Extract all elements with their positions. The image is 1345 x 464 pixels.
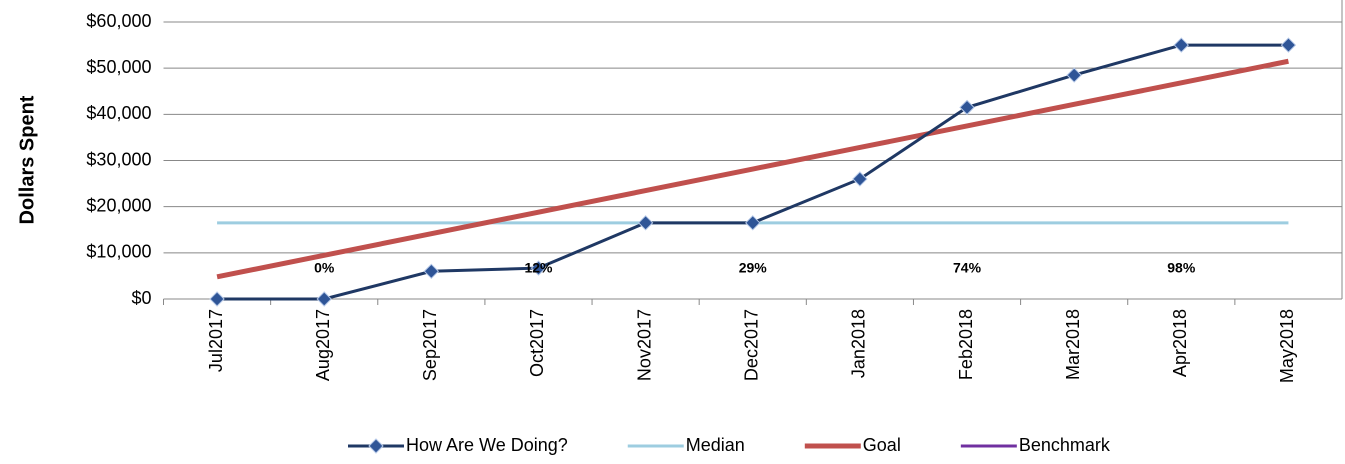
x-tick-label: Nov2017 <box>634 309 654 381</box>
marker <box>209 291 225 307</box>
marker <box>745 215 761 231</box>
x-tick-label: Aug2017 <box>313 309 333 381</box>
x-tick-label: Mar2018 <box>1063 309 1083 380</box>
legend-label: Median <box>686 435 745 455</box>
x-tick-label: Sep2017 <box>420 309 440 381</box>
y-tick-label: $20,000 <box>86 195 151 215</box>
marker <box>1280 37 1297 53</box>
legend-label: Benchmark <box>1019 435 1111 455</box>
series-line <box>216 58 1289 280</box>
x-tick-label: May2018 <box>1277 309 1297 383</box>
y-tick-label: $0 <box>131 288 151 308</box>
marker <box>316 291 332 307</box>
x-tick-label: Jan2018 <box>849 309 869 378</box>
marker <box>959 99 975 116</box>
legend-marker <box>368 438 384 454</box>
x-tick-label: Dec2017 <box>742 309 762 381</box>
legend-label: Goal <box>863 435 901 455</box>
legend-label: How Are We Doing? <box>406 435 568 455</box>
percent-label: 12% <box>524 260 553 276</box>
marker <box>423 263 440 280</box>
marker <box>637 215 654 231</box>
marker <box>852 171 868 187</box>
percent-label: 98% <box>1167 260 1196 276</box>
y-tick-label: $10,000 <box>86 242 151 262</box>
x-tick-label: Jul2017 <box>206 309 226 372</box>
x-tick-label: Apr2018 <box>1170 309 1190 377</box>
y-tick-label: $60,000 <box>86 11 151 31</box>
percent-label: 29% <box>739 260 768 276</box>
marker <box>530 260 547 276</box>
y-tick-label: $40,000 <box>86 103 151 123</box>
percent-label: 0% <box>314 260 335 276</box>
marker <box>1173 37 1190 53</box>
y-axis-title: Dollars Spent <box>16 95 38 224</box>
x-tick-label: Feb2018 <box>956 309 976 380</box>
marker <box>1066 67 1082 83</box>
percent-label: 74% <box>953 260 982 276</box>
x-tick-label: Oct2017 <box>527 309 547 377</box>
y-tick-label: $30,000 <box>86 149 151 169</box>
y-tick-label: $50,000 <box>86 57 151 77</box>
